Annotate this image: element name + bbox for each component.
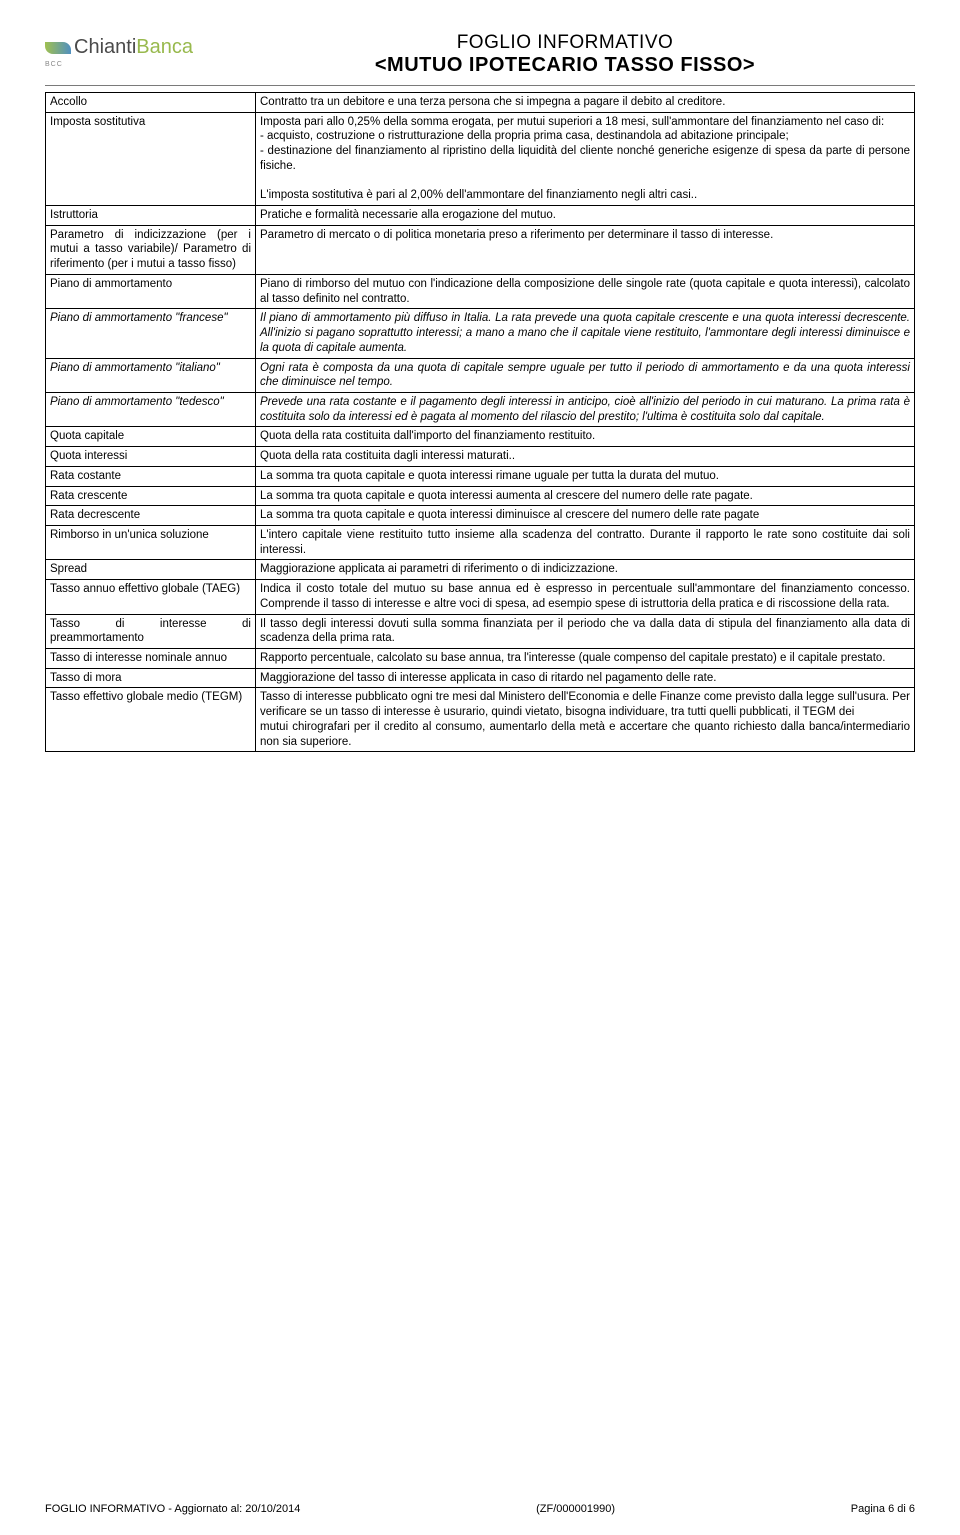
- term-cell: Piano di ammortamento: [46, 274, 256, 308]
- definition-cell: Maggiorazione del tasso di interesse app…: [256, 668, 915, 688]
- term-cell: Tasso di interesse di preammortamento: [46, 614, 256, 648]
- term-cell: Quota interessi: [46, 447, 256, 467]
- term-cell: Rata crescente: [46, 486, 256, 506]
- table-row: Rata decrescenteLa somma tra quota capit…: [46, 506, 915, 526]
- term-cell: Piano di ammortamento "tedesco": [46, 392, 256, 426]
- term-cell: Parametro di indicizzazione (per i mutui…: [46, 225, 256, 274]
- table-row: Piano di ammortamento "italiano"Ogni rat…: [46, 358, 915, 392]
- definition-cell: Tasso di interesse pubblicato ogni tre m…: [256, 688, 915, 752]
- definition-cell: Prevede una rata costante e il pagamento…: [256, 392, 915, 426]
- term-cell: Quota capitale: [46, 427, 256, 447]
- table-row: SpreadMaggiorazione applicata ai paramet…: [46, 560, 915, 580]
- table-row: Imposta sostitutivaImposta pari allo 0,2…: [46, 112, 915, 205]
- definition-cell: Quota della rata costituita dall'importo…: [256, 427, 915, 447]
- definition-cell: Contratto tra un debitore e una terza pe…: [256, 93, 915, 113]
- table-row: AccolloContratto tra un debitore e una t…: [46, 93, 915, 113]
- term-cell: Imposta sostitutiva: [46, 112, 256, 205]
- title-block: FOGLIO INFORMATIVO <MUTUO IPOTECARIO TAS…: [215, 30, 915, 77]
- table-row: Tasso di interesse nominale annuoRapport…: [46, 649, 915, 669]
- term-cell: Accollo: [46, 93, 256, 113]
- table-row: IstruttoriaPratiche e formalità necessar…: [46, 206, 915, 226]
- definition-cell: Quota della rata costituita dagli intere…: [256, 447, 915, 467]
- definition-cell: L'intero capitale viene restituito tutto…: [256, 525, 915, 559]
- glossary-table: AccolloContratto tra un debitore e una t…: [45, 92, 915, 752]
- table-row: Quota interessiQuota della rata costitui…: [46, 447, 915, 467]
- definition-cell: La somma tra quota capitale e quota inte…: [256, 506, 915, 526]
- definition-cell: Ogni rata è composta da una quota di cap…: [256, 358, 915, 392]
- table-row: Piano di ammortamentoPiano di rimborso d…: [46, 274, 915, 308]
- term-cell: Piano di ammortamento "italiano": [46, 358, 256, 392]
- table-row: Tasso di moraMaggiorazione del tasso di …: [46, 668, 915, 688]
- term-cell: Piano di ammortamento "francese": [46, 309, 256, 358]
- definition-cell: La somma tra quota capitale e quota inte…: [256, 486, 915, 506]
- definition-cell: Maggiorazione applicata ai parametri di …: [256, 560, 915, 580]
- term-cell: Istruttoria: [46, 206, 256, 226]
- table-row: Rata costanteLa somma tra quota capitale…: [46, 466, 915, 486]
- doc-title-2: <MUTUO IPOTECARIO TASSO FISSO>: [215, 54, 915, 77]
- table-row: Rata crescenteLa somma tra quota capital…: [46, 486, 915, 506]
- footer-center: (ZF/000001990): [536, 1503, 615, 1515]
- table-row: Tasso di interesse di preammortamentoIl …: [46, 614, 915, 648]
- definition-cell: Il piano di ammortamento più diffuso in …: [256, 309, 915, 358]
- definition-cell: Indica il costo totale del mutuo su base…: [256, 580, 915, 614]
- table-row: Rimborso in un'unica soluzioneL'intero c…: [46, 525, 915, 559]
- logo-swish-icon: [45, 42, 71, 54]
- definition-cell: Rapporto percentuale, calcolato su base …: [256, 649, 915, 669]
- term-cell: Tasso di mora: [46, 668, 256, 688]
- footer-right: Pagina 6 di 6: [851, 1503, 915, 1515]
- table-row: Quota capitaleQuota della rata costituit…: [46, 427, 915, 447]
- footer-left: FOGLIO INFORMATIVO - Aggiornato al: 20/1…: [45, 1503, 300, 1515]
- term-cell: Spread: [46, 560, 256, 580]
- term-cell: Rimborso in un'unica soluzione: [46, 525, 256, 559]
- logo-subtext: BCC: [45, 61, 215, 68]
- footer: FOGLIO INFORMATIVO - Aggiornato al: 20/1…: [45, 1503, 915, 1515]
- table-row: Tasso effettivo globale medio (TEGM)Tass…: [46, 688, 915, 752]
- definition-cell: Piano di rimborso del mutuo con l'indica…: [256, 274, 915, 308]
- logo: ChiantiBanca BCC: [45, 30, 215, 68]
- header: ChiantiBanca BCC FOGLIO INFORMATIVO <MUT…: [45, 30, 915, 77]
- table-row: Tasso annuo effettivo globale (TAEG)Indi…: [46, 580, 915, 614]
- term-cell: Tasso di interesse nominale annuo: [46, 649, 256, 669]
- table-row: Piano di ammortamento "tedesco"Prevede u…: [46, 392, 915, 426]
- definition-cell: Il tasso degli interessi dovuti sulla so…: [256, 614, 915, 648]
- definition-cell: Imposta pari allo 0,25% della somma erog…: [256, 112, 915, 205]
- page: ChiantiBanca BCC FOGLIO INFORMATIVO <MUT…: [0, 0, 960, 1535]
- term-cell: Tasso effettivo globale medio (TEGM): [46, 688, 256, 752]
- table-row: Piano di ammortamento "francese"Il piano…: [46, 309, 915, 358]
- term-cell: Rata decrescente: [46, 506, 256, 526]
- header-rule: [45, 85, 915, 86]
- definition-cell: La somma tra quota capitale e quota inte…: [256, 466, 915, 486]
- term-cell: Tasso annuo effettivo globale (TAEG): [46, 580, 256, 614]
- table-row: Parametro di indicizzazione (per i mutui…: [46, 225, 915, 274]
- doc-title-1: FOGLIO INFORMATIVO: [215, 32, 915, 54]
- term-cell: Rata costante: [46, 466, 256, 486]
- definition-cell: Parametro di mercato o di politica monet…: [256, 225, 915, 274]
- definition-cell: Pratiche e formalità necessarie alla ero…: [256, 206, 915, 226]
